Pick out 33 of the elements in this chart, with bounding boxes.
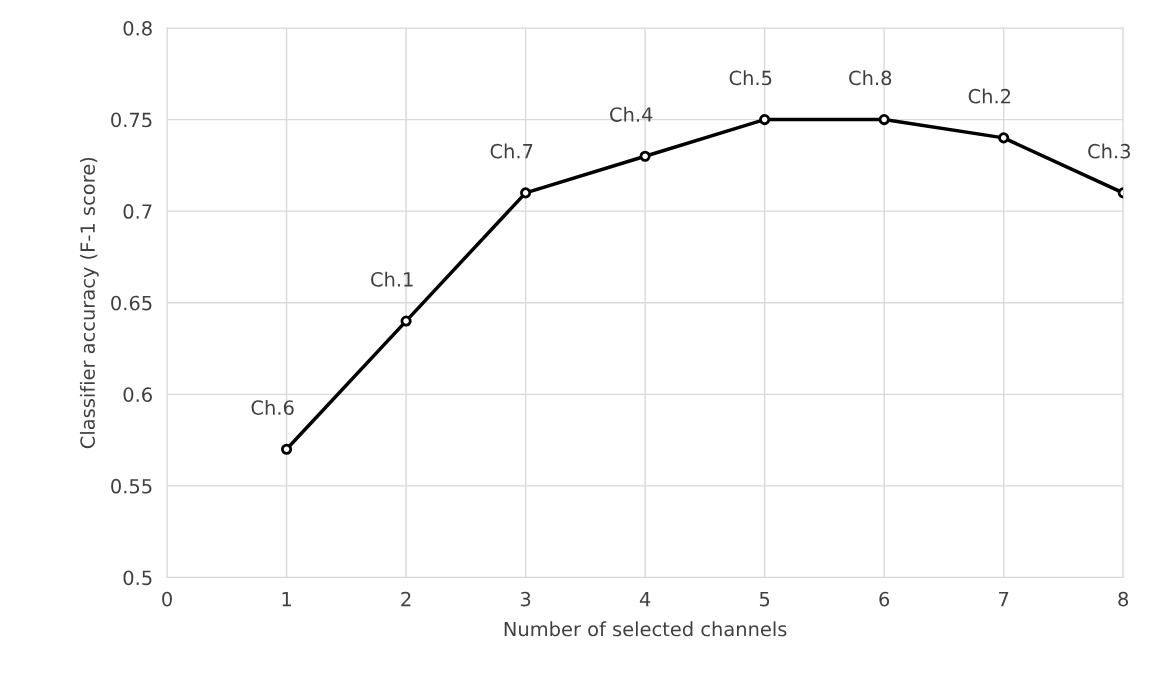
annotation: Ch.7 — [490, 143, 533, 159]
x-tick-label: 2 — [401, 591, 411, 607]
point — [759, 114, 771, 126]
x-tick-label: 0 — [162, 591, 172, 607]
annotation: Ch.8 — [849, 70, 892, 86]
x-tick-label: 5 — [759, 591, 770, 607]
point — [400, 315, 412, 327]
y-tick-label: 0.75 — [111, 112, 152, 128]
x-tick-label: 6 — [879, 591, 890, 607]
point — [998, 132, 1010, 144]
y-tick-label: 0.7 — [123, 204, 152, 219]
annotation: Ch.3 — [1088, 143, 1130, 159]
x-tick-label: 4 — [639, 591, 651, 607]
x-axis-title: Number of selected channels — [504, 621, 787, 637]
x-tick-label: 8 — [1118, 591, 1129, 607]
y-tick-label: 0.5 — [123, 570, 152, 586]
annotation: Ch.2 — [968, 88, 1011, 104]
point — [281, 443, 293, 455]
x-tick-label: 3 — [520, 591, 531, 607]
point — [639, 150, 651, 162]
annotation: Ch.5 — [729, 70, 772, 86]
x-tick-label: 7 — [999, 591, 1009, 607]
point — [520, 187, 532, 199]
y-axis-title: Classifier accuracy (F-1 score) — [79, 157, 99, 449]
y-tick-label: 0.55 — [111, 478, 152, 494]
annotation: Ch.4 — [610, 106, 653, 122]
point — [878, 114, 890, 126]
y-tick-label: 0.6 — [123, 387, 152, 402]
annotation: Ch.1 — [371, 271, 413, 287]
y-tick-label: 0.8 — [123, 20, 152, 36]
annotation: Ch.6 — [251, 399, 294, 415]
y-tick-label: 0.65 — [111, 295, 152, 311]
x-tick-label: 1 — [282, 591, 291, 607]
